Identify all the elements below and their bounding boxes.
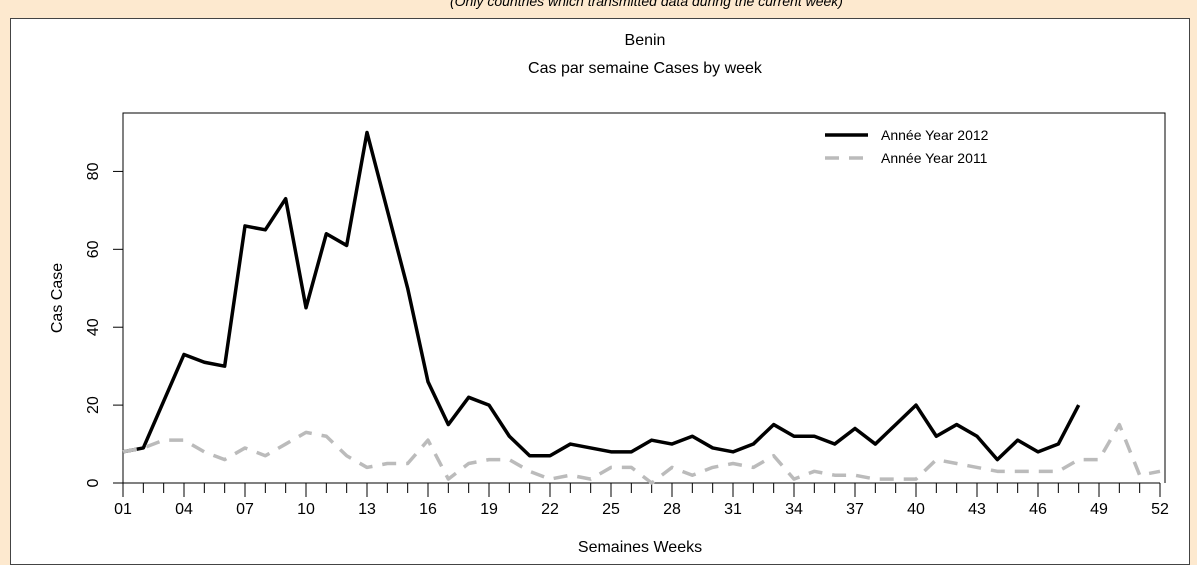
y-tick-label: 80 [85,162,102,180]
legend-label: Année Year 2012 [881,127,989,143]
y-tick-label: 60 [85,240,102,258]
x-tick-label: 25 [602,501,620,518]
x-tick-label: 01 [114,501,132,518]
y-tick-label: 0 [85,478,102,487]
x-tick-label: 28 [663,501,681,518]
header-note: (Only countries which transmitted data d… [450,0,843,9]
x-tick-label: 19 [480,501,498,518]
x-tick-label: 37 [846,501,864,518]
x-tick-label: 46 [1029,501,1047,518]
x-tick-label: 07 [236,501,254,518]
y-axis-label: Cas Case [49,263,66,333]
x-tick-label: 34 [785,501,803,518]
plot-frame [122,112,1166,483]
x-tick-label: 52 [1151,501,1169,518]
x-axis-label: Semaines Weeks [578,539,702,556]
legend-label: Année Year 2011 [881,150,988,166]
x-tick-label: 22 [541,501,559,518]
chart-title: Benin [625,32,666,49]
x-tick-label: 40 [907,501,925,518]
x-tick-label: 49 [1090,501,1108,518]
chart-subtitle: Cas par semaine Cases by week [528,60,763,77]
y-tick-label: 40 [85,318,102,336]
x-tick-label: 43 [968,501,986,518]
x-tick-label: 04 [175,501,193,518]
y-tick-label: 20 [85,396,102,414]
x-tick-label: 10 [297,501,315,518]
x-tick-label: 16 [419,501,437,518]
x-tick-label: 13 [358,501,376,518]
x-tick-label: 31 [724,501,742,518]
series-line [122,130,1081,462]
